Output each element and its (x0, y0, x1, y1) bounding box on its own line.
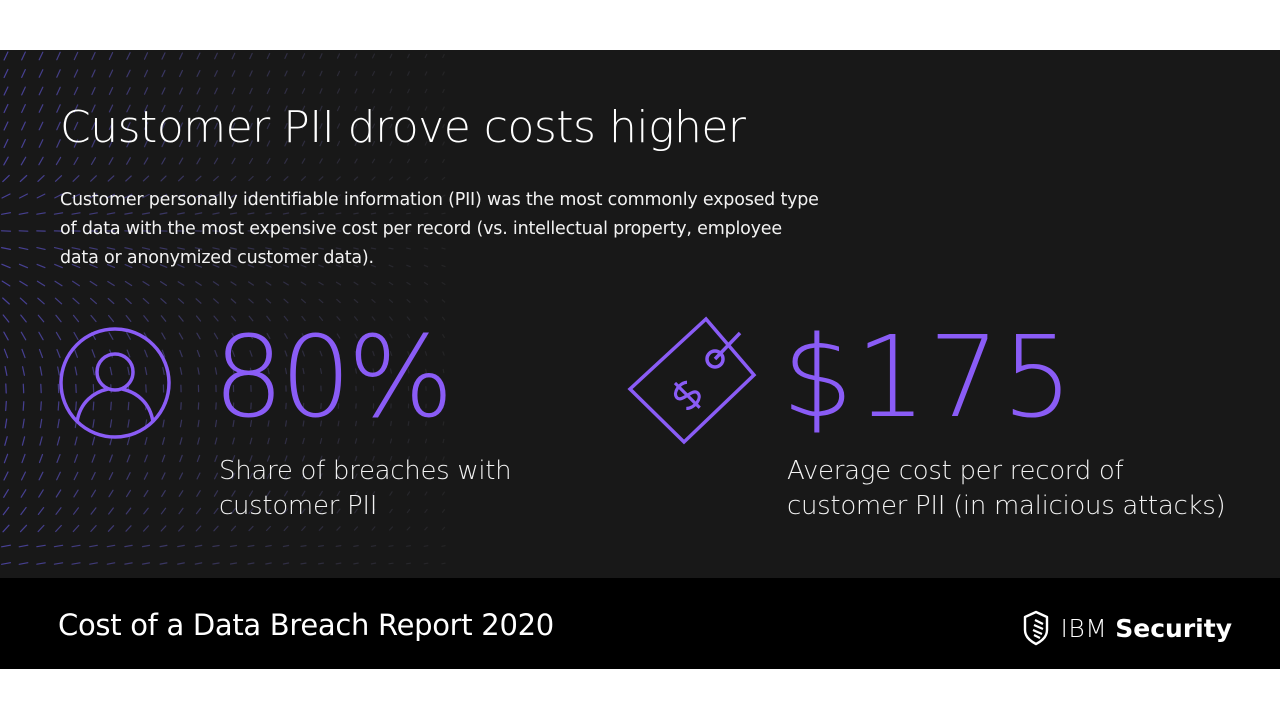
ibm-security-logo: IBM Security (1022, 610, 1232, 646)
price-tag-icon (627, 316, 757, 445)
slide-description: Customer personally identifiable informa… (60, 190, 819, 268)
user-circle-icon (59, 327, 171, 439)
brand-name: Security (1115, 613, 1232, 643)
stat-value-cost-per-record: $175 (782, 313, 1076, 443)
stat-label-cost-per-record: Average cost per record of customer PII … (787, 456, 1226, 521)
report-title: Cost of a Data Breach Report 2020 (58, 608, 554, 642)
slide: Customer PII drove costs higher Customer… (0, 50, 1280, 669)
brand-prefix: IBM (1060, 613, 1108, 643)
ibm-security-shield-icon (1024, 610, 1049, 646)
footer-bar: Cost of a Data Breach Report 2020 IBM Se… (0, 578, 1280, 669)
stat-label-pii-share: Share of breaches with customer PII (219, 456, 512, 521)
stat-value-pii-share: 80% (213, 313, 454, 443)
slide-title: Customer PII drove costs higher (60, 102, 746, 153)
